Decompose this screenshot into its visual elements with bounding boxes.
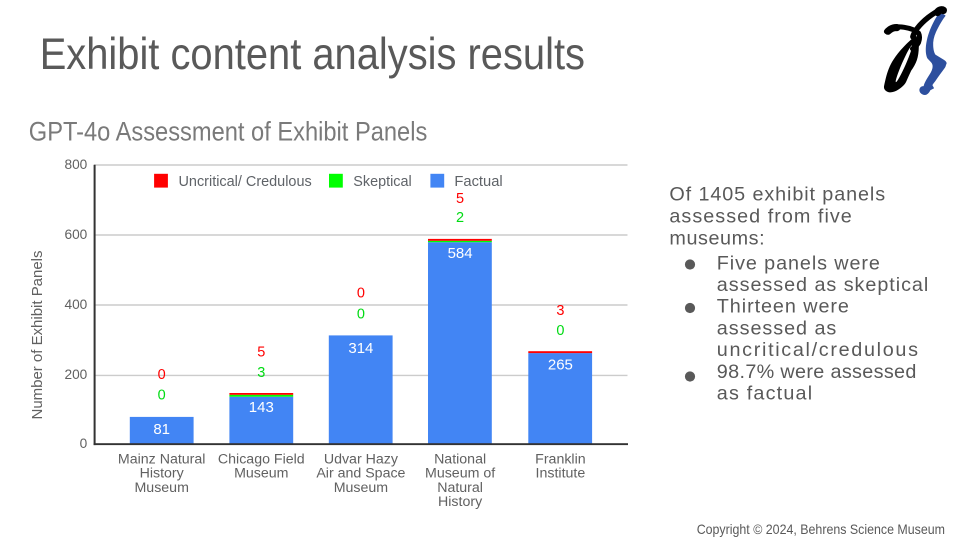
svg-text:5: 5 — [456, 191, 464, 207]
svg-text:5: 5 — [257, 345, 265, 361]
svg-text:Of 1405 exhibit panels: Of 1405 exhibit panels — [669, 183, 885, 205]
svg-text:History: History — [140, 466, 185, 482]
svg-text:81: 81 — [153, 421, 170, 438]
svg-text:3: 3 — [257, 365, 265, 381]
svg-text:uncritical/credulous: uncritical/credulous — [717, 339, 918, 361]
svg-text:0: 0 — [357, 307, 365, 323]
svg-text:0: 0 — [80, 436, 88, 451]
svg-text:0: 0 — [357, 286, 365, 302]
svg-text:Franklin: Franklin — [535, 451, 585, 467]
svg-text:Five panels were: Five panels were — [717, 252, 880, 274]
svg-text:museums:: museums: — [669, 227, 764, 249]
svg-text:Mainz Natural: Mainz Natural — [118, 451, 206, 467]
svg-text:Factual: Factual — [454, 174, 502, 190]
svg-text:584: 584 — [448, 245, 473, 262]
svg-text:98.7% were assessed: 98.7% were assessed — [717, 361, 917, 383]
svg-text:800: 800 — [64, 157, 87, 172]
svg-text:Exhibit content analysis resul: Exhibit content analysis results — [40, 30, 585, 79]
svg-text:assessed from five: assessed from five — [669, 205, 851, 227]
svg-text:History: History — [438, 494, 483, 510]
svg-text:Institute: Institute — [536, 466, 586, 482]
svg-text:Number of Exhibit Panels: Number of Exhibit Panels — [30, 251, 46, 420]
svg-text:314: 314 — [348, 340, 373, 357]
svg-text:Udvar Hazy: Udvar Hazy — [324, 451, 399, 467]
svg-text:0: 0 — [556, 323, 564, 339]
svg-text:143: 143 — [249, 399, 274, 416]
svg-text:Air and Space: Air and Space — [316, 466, 405, 482]
svg-text:assessed as: assessed as — [717, 318, 837, 340]
svg-text:Natural: Natural — [437, 480, 483, 496]
svg-text:GPT-4o Assessment of Exhibit P: GPT-4o Assessment of Exhibit Panels — [29, 117, 428, 147]
svg-text:265: 265 — [548, 357, 573, 374]
svg-text:2: 2 — [456, 210, 464, 226]
svg-text:Uncritical/ Credulous: Uncritical/ Credulous — [179, 174, 312, 190]
svg-text:0: 0 — [158, 367, 166, 383]
svg-text:Thirteen were: Thirteen were — [717, 296, 849, 318]
svg-text:200: 200 — [64, 367, 87, 382]
svg-text:assessed as skeptical: assessed as skeptical — [717, 274, 929, 296]
svg-text:Museum: Museum — [234, 466, 288, 482]
svg-text:National: National — [434, 451, 486, 467]
svg-text:400: 400 — [64, 297, 87, 312]
svg-text:3: 3 — [556, 303, 564, 319]
svg-text:0: 0 — [158, 387, 166, 403]
svg-text:Skeptical: Skeptical — [353, 174, 411, 190]
svg-text:Copyright © 2024, Behrens Scie: Copyright © 2024, Behrens Science Museum — [697, 521, 945, 537]
svg-text:as factual: as factual — [717, 383, 812, 405]
svg-text:Museum: Museum — [334, 480, 388, 496]
svg-text:Museum: Museum — [134, 480, 188, 496]
svg-text:Chicago Field: Chicago Field — [218, 451, 305, 467]
svg-text:600: 600 — [64, 227, 87, 242]
svg-text:Museum of: Museum of — [425, 466, 495, 482]
